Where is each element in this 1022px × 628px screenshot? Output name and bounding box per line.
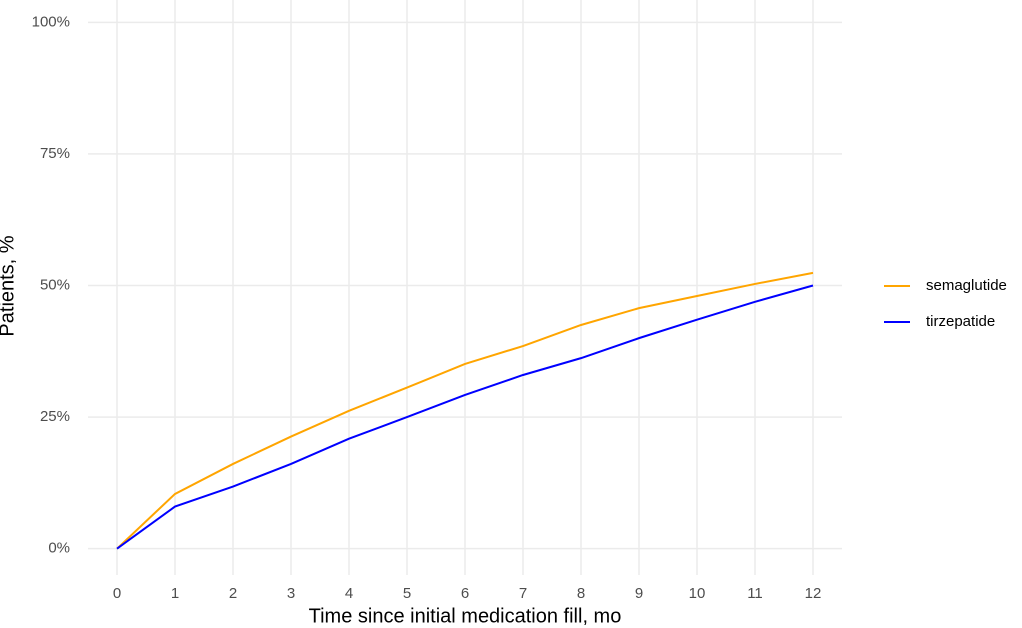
y-axis-title: Patients, % bbox=[0, 235, 18, 336]
x-tick-label: 2 bbox=[229, 585, 237, 602]
x-tick-label: 9 bbox=[635, 585, 643, 602]
x-tick-label: 5 bbox=[403, 585, 411, 602]
y-tick-label: 0% bbox=[48, 540, 70, 557]
y-tick-label: 25% bbox=[40, 408, 70, 425]
series-line bbox=[116, 284, 814, 550]
x-tick-label: 12 bbox=[805, 585, 822, 602]
legend-label: semaglutide bbox=[926, 277, 1007, 294]
x-axis-title: Time since initial medication fill, mo bbox=[309, 605, 622, 627]
x-tick-label: 4 bbox=[345, 585, 353, 602]
x-tick-label: 3 bbox=[287, 585, 295, 602]
x-tick-label: 11 bbox=[747, 585, 763, 602]
x-tick-label: 7 bbox=[519, 585, 527, 602]
y-tick-label: 75% bbox=[40, 145, 70, 162]
x-tick-label: 1 bbox=[171, 585, 179, 602]
x-tick-label: 6 bbox=[461, 585, 469, 602]
x-tick-label: 8 bbox=[577, 585, 585, 602]
y-tick-label: 50% bbox=[40, 276, 70, 293]
x-tick-label: 0 bbox=[113, 585, 121, 602]
x-tick-label: 10 bbox=[689, 585, 706, 602]
legend-label: tirzepatide bbox=[926, 313, 995, 330]
series-line bbox=[116, 271, 814, 550]
y-tick-label: 100% bbox=[32, 13, 70, 30]
